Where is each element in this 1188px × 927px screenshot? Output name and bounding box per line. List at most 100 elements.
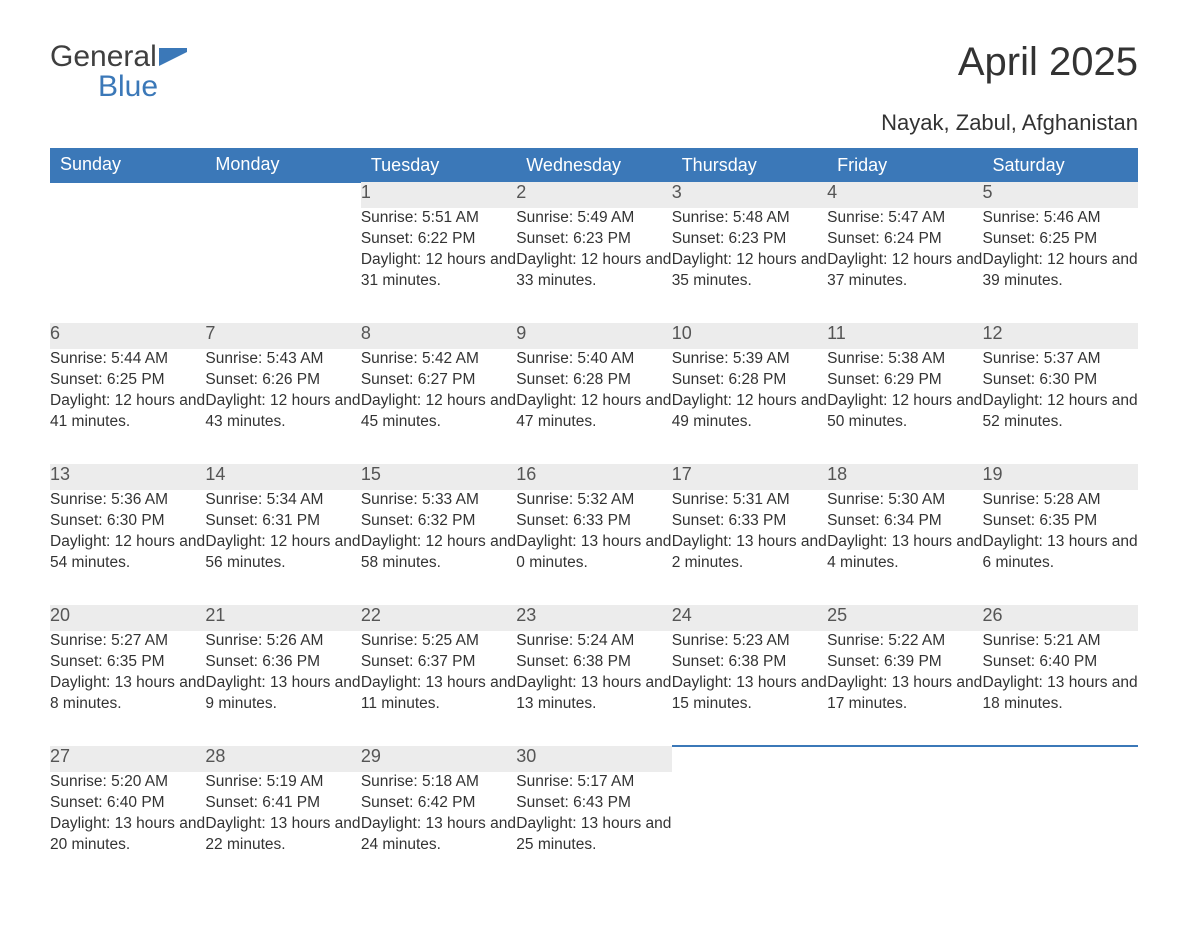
day-header: Tuesday bbox=[361, 148, 516, 182]
sunset-line: Sunset: 6:34 PM bbox=[827, 511, 982, 532]
day-number-cell: 21 bbox=[205, 605, 360, 631]
day-content-cell: Sunrise: 5:40 AMSunset: 6:28 PMDaylight:… bbox=[516, 349, 671, 464]
daylight-line: Daylight: 13 hours and 11 minutes. bbox=[361, 673, 516, 715]
location-subtitle: Nayak, Zabul, Afghanistan bbox=[50, 110, 1138, 136]
sunset-line: Sunset: 6:23 PM bbox=[672, 229, 827, 250]
day-content-cell: Sunrise: 5:21 AMSunset: 6:40 PMDaylight:… bbox=[983, 631, 1138, 746]
day-number-cell: 25 bbox=[827, 605, 982, 631]
sunrise-line: Sunrise: 5:49 AM bbox=[516, 208, 671, 229]
sunset-line: Sunset: 6:40 PM bbox=[50, 793, 205, 814]
sunrise-line: Sunrise: 5:39 AM bbox=[672, 349, 827, 370]
day-number-cell bbox=[672, 746, 827, 772]
sunrise-line: Sunrise: 5:32 AM bbox=[516, 490, 671, 511]
day-number-cell: 1 bbox=[361, 182, 516, 208]
day-content-cell: Sunrise: 5:33 AMSunset: 6:32 PMDaylight:… bbox=[361, 490, 516, 605]
sunrise-line: Sunrise: 5:34 AM bbox=[205, 490, 360, 511]
sunset-line: Sunset: 6:32 PM bbox=[361, 511, 516, 532]
daylight-line: Daylight: 12 hours and 35 minutes. bbox=[672, 250, 827, 292]
day-content-cell: Sunrise: 5:31 AMSunset: 6:33 PMDaylight:… bbox=[672, 490, 827, 605]
day-number-cell bbox=[983, 746, 1138, 772]
sunset-line: Sunset: 6:23 PM bbox=[516, 229, 671, 250]
day-number-cell: 5 bbox=[983, 182, 1138, 208]
daylight-line: Daylight: 12 hours and 39 minutes. bbox=[983, 250, 1138, 292]
day-content-cell: Sunrise: 5:34 AMSunset: 6:31 PMDaylight:… bbox=[205, 490, 360, 605]
sunset-line: Sunset: 6:28 PM bbox=[516, 370, 671, 391]
sunset-line: Sunset: 6:35 PM bbox=[50, 652, 205, 673]
day-header: Monday bbox=[205, 148, 360, 182]
day-content-cell: Sunrise: 5:18 AMSunset: 6:42 PMDaylight:… bbox=[361, 772, 516, 887]
day-content-cell bbox=[827, 772, 982, 887]
daylight-line: Daylight: 12 hours and 52 minutes. bbox=[983, 391, 1138, 433]
day-content-cell: Sunrise: 5:27 AMSunset: 6:35 PMDaylight:… bbox=[50, 631, 205, 746]
day-content-cell bbox=[672, 772, 827, 887]
sunrise-line: Sunrise: 5:27 AM bbox=[50, 631, 205, 652]
day-number-cell: 27 bbox=[50, 746, 205, 772]
sunrise-line: Sunrise: 5:20 AM bbox=[50, 772, 205, 793]
sunset-line: Sunset: 6:33 PM bbox=[672, 511, 827, 532]
sunrise-line: Sunrise: 5:31 AM bbox=[672, 490, 827, 511]
sunrise-line: Sunrise: 5:37 AM bbox=[983, 349, 1138, 370]
day-number-cell: 18 bbox=[827, 464, 982, 490]
day-number-cell: 2 bbox=[516, 182, 671, 208]
day-content-cell: Sunrise: 5:37 AMSunset: 6:30 PMDaylight:… bbox=[983, 349, 1138, 464]
day-content-cell: Sunrise: 5:28 AMSunset: 6:35 PMDaylight:… bbox=[983, 490, 1138, 605]
daylight-line: Daylight: 12 hours and 45 minutes. bbox=[361, 391, 516, 433]
day-header: Friday bbox=[827, 148, 982, 182]
sunrise-line: Sunrise: 5:25 AM bbox=[361, 631, 516, 652]
day-number-cell: 30 bbox=[516, 746, 671, 772]
day-content-cell: Sunrise: 5:51 AMSunset: 6:22 PMDaylight:… bbox=[361, 208, 516, 323]
sunset-line: Sunset: 6:25 PM bbox=[983, 229, 1138, 250]
daylight-line: Daylight: 13 hours and 24 minutes. bbox=[361, 814, 516, 856]
sunrise-line: Sunrise: 5:44 AM bbox=[50, 349, 205, 370]
sunset-line: Sunset: 6:29 PM bbox=[827, 370, 982, 391]
sunset-line: Sunset: 6:35 PM bbox=[983, 511, 1138, 532]
daylight-line: Daylight: 12 hours and 43 minutes. bbox=[205, 391, 360, 433]
daylight-line: Daylight: 13 hours and 22 minutes. bbox=[205, 814, 360, 856]
page-title: April 2025 bbox=[958, 40, 1138, 85]
sunrise-line: Sunrise: 5:42 AM bbox=[361, 349, 516, 370]
day-content-cell bbox=[983, 772, 1138, 887]
daylight-line: Daylight: 12 hours and 58 minutes. bbox=[361, 532, 516, 574]
sunset-line: Sunset: 6:41 PM bbox=[205, 793, 360, 814]
calendar-body: 12345Sunrise: 5:51 AMSunset: 6:22 PMDayl… bbox=[50, 182, 1138, 887]
sunrise-line: Sunrise: 5:43 AM bbox=[205, 349, 360, 370]
day-content-cell: Sunrise: 5:49 AMSunset: 6:23 PMDaylight:… bbox=[516, 208, 671, 323]
sunrise-line: Sunrise: 5:36 AM bbox=[50, 490, 205, 511]
day-content-cell: Sunrise: 5:22 AMSunset: 6:39 PMDaylight:… bbox=[827, 631, 982, 746]
day-number-cell bbox=[827, 746, 982, 772]
sunrise-line: Sunrise: 5:51 AM bbox=[361, 208, 516, 229]
sunset-line: Sunset: 6:40 PM bbox=[983, 652, 1138, 673]
day-number-cell: 16 bbox=[516, 464, 671, 490]
day-number-cell bbox=[50, 182, 205, 208]
daylight-line: Daylight: 13 hours and 13 minutes. bbox=[516, 673, 671, 715]
day-content-cell: Sunrise: 5:20 AMSunset: 6:40 PMDaylight:… bbox=[50, 772, 205, 887]
title-block: April 2025 bbox=[958, 40, 1138, 85]
logo-word-2: Blue bbox=[98, 72, 187, 102]
sunrise-line: Sunrise: 5:21 AM bbox=[983, 631, 1138, 652]
day-number-cell: 26 bbox=[983, 605, 1138, 631]
day-content-cell: Sunrise: 5:24 AMSunset: 6:38 PMDaylight:… bbox=[516, 631, 671, 746]
sunset-line: Sunset: 6:24 PM bbox=[827, 229, 982, 250]
day-number-cell: 3 bbox=[672, 182, 827, 208]
logo: General Blue bbox=[50, 40, 187, 102]
day-number-cell: 9 bbox=[516, 323, 671, 349]
day-number-cell: 29 bbox=[361, 746, 516, 772]
day-content-cell: Sunrise: 5:38 AMSunset: 6:29 PMDaylight:… bbox=[827, 349, 982, 464]
daylight-line: Daylight: 12 hours and 47 minutes. bbox=[516, 391, 671, 433]
day-content-cell: Sunrise: 5:23 AMSunset: 6:38 PMDaylight:… bbox=[672, 631, 827, 746]
day-content-cell: Sunrise: 5:26 AMSunset: 6:36 PMDaylight:… bbox=[205, 631, 360, 746]
daylight-line: Daylight: 12 hours and 41 minutes. bbox=[50, 391, 205, 433]
daylight-line: Daylight: 12 hours and 31 minutes. bbox=[361, 250, 516, 292]
day-number-cell: 6 bbox=[50, 323, 205, 349]
day-number-cell: 13 bbox=[50, 464, 205, 490]
day-number-cell: 10 bbox=[672, 323, 827, 349]
sunrise-line: Sunrise: 5:26 AM bbox=[205, 631, 360, 652]
day-content-cell: Sunrise: 5:43 AMSunset: 6:26 PMDaylight:… bbox=[205, 349, 360, 464]
daylight-line: Daylight: 13 hours and 18 minutes. bbox=[983, 673, 1138, 715]
day-header: Wednesday bbox=[516, 148, 671, 182]
sunrise-line: Sunrise: 5:38 AM bbox=[827, 349, 982, 370]
sunrise-line: Sunrise: 5:47 AM bbox=[827, 208, 982, 229]
sunset-line: Sunset: 6:39 PM bbox=[827, 652, 982, 673]
sunset-line: Sunset: 6:28 PM bbox=[672, 370, 827, 391]
day-content-cell: Sunrise: 5:42 AMSunset: 6:27 PMDaylight:… bbox=[361, 349, 516, 464]
